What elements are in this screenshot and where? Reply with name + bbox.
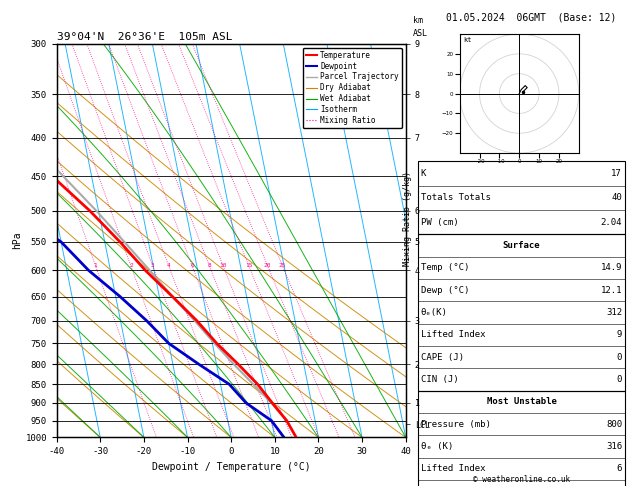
Text: 01.05.2024  06GMT  (Base: 12): 01.05.2024 06GMT (Base: 12) — [447, 12, 616, 22]
Text: 20: 20 — [264, 263, 272, 268]
Text: 10: 10 — [220, 263, 227, 268]
Text: θₑ(K): θₑ(K) — [421, 308, 448, 317]
Text: 12.1: 12.1 — [601, 286, 622, 295]
Text: 4: 4 — [167, 263, 170, 268]
Text: 6: 6 — [191, 263, 194, 268]
Text: 17: 17 — [611, 169, 622, 178]
Text: 15: 15 — [245, 263, 253, 268]
Text: 0: 0 — [616, 375, 622, 384]
Text: 312: 312 — [606, 308, 622, 317]
Text: K: K — [421, 169, 426, 178]
Text: 40: 40 — [611, 193, 622, 202]
Text: 9: 9 — [616, 330, 622, 339]
Text: 316: 316 — [606, 442, 622, 451]
Text: 800: 800 — [606, 420, 622, 429]
Text: θₑ (K): θₑ (K) — [421, 442, 453, 451]
Text: Temp (°C): Temp (°C) — [421, 263, 469, 272]
Text: 8: 8 — [208, 263, 211, 268]
Text: kt: kt — [464, 37, 472, 43]
Text: Dewp (°C): Dewp (°C) — [421, 286, 469, 295]
Text: CIN (J): CIN (J) — [421, 375, 459, 384]
Text: 25: 25 — [279, 263, 286, 268]
Text: 2: 2 — [129, 263, 133, 268]
Text: CAPE (J): CAPE (J) — [421, 353, 464, 362]
Text: Most Unstable: Most Unstable — [486, 398, 557, 406]
Y-axis label: hPa: hPa — [13, 232, 23, 249]
Text: 39°04'N  26°36'E  105m ASL: 39°04'N 26°36'E 105m ASL — [57, 32, 232, 42]
Text: km: km — [413, 16, 423, 25]
Text: Pressure (mb): Pressure (mb) — [421, 420, 491, 429]
Text: 3: 3 — [151, 263, 155, 268]
Text: 14.9: 14.9 — [601, 263, 622, 272]
Text: 1: 1 — [94, 263, 97, 268]
Text: 2.04: 2.04 — [601, 218, 622, 226]
Text: Mixing Ratio (g/kg): Mixing Ratio (g/kg) — [403, 171, 412, 266]
Text: 6: 6 — [616, 465, 622, 473]
Text: ASL: ASL — [413, 29, 428, 38]
Text: Totals Totals: Totals Totals — [421, 193, 491, 202]
Text: Lifted Index: Lifted Index — [421, 330, 486, 339]
Text: Lifted Index: Lifted Index — [421, 465, 486, 473]
Legend: Temperature, Dewpoint, Parcel Trajectory, Dry Adiabat, Wet Adiabat, Isotherm, Mi: Temperature, Dewpoint, Parcel Trajectory… — [303, 48, 402, 128]
Text: 0: 0 — [616, 353, 622, 362]
Text: Surface: Surface — [503, 241, 540, 250]
X-axis label: Dewpoint / Temperature (°C): Dewpoint / Temperature (°C) — [152, 462, 311, 472]
Text: PW (cm): PW (cm) — [421, 218, 459, 226]
Text: © weatheronline.co.uk: © weatheronline.co.uk — [473, 474, 570, 484]
